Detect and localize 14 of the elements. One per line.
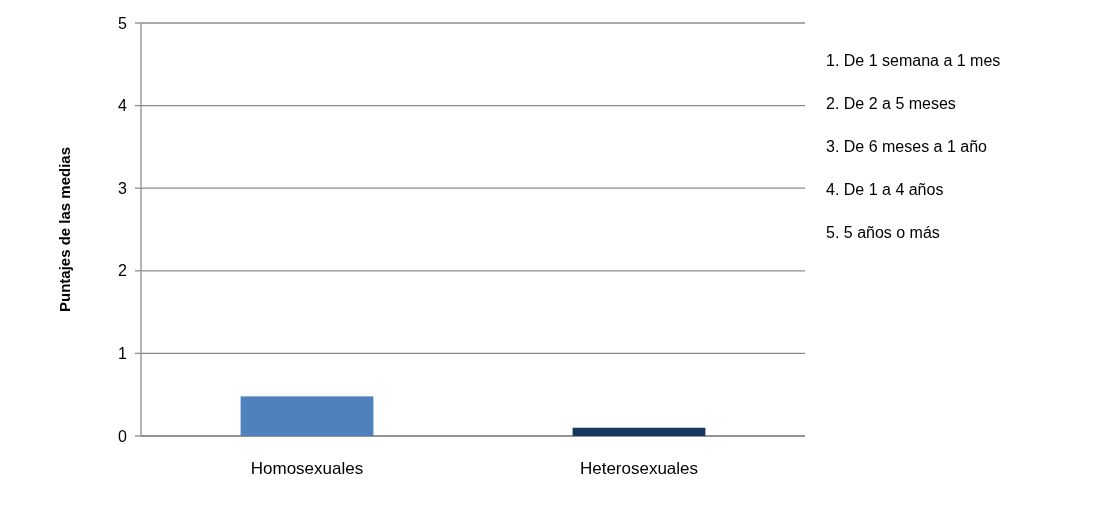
y-tick-label: 0 (118, 427, 128, 445)
x-tick-label: Homosexuales (250, 459, 364, 478)
y-tick-label: 3 (118, 179, 128, 197)
y-tick-label: 1 (118, 345, 128, 362)
x-tick-label: Heterosexuales (579, 459, 699, 478)
y-axis-title: Puntajes de las medias (56, 146, 73, 313)
text: 3. De 6 meses a 1 año (826, 138, 988, 155)
y-tick-label: 4 (118, 97, 128, 115)
text: 1. De 1 semana a 1 mes (826, 52, 1001, 69)
text: 4. De 1 a 4 años (826, 181, 944, 198)
text: 2. De 2 a 5 meses (826, 95, 956, 112)
y-tick-label: 5 (118, 14, 128, 32)
text: 5. 5 años o más (826, 224, 940, 241)
y-tick-label: 2 (118, 262, 128, 280)
